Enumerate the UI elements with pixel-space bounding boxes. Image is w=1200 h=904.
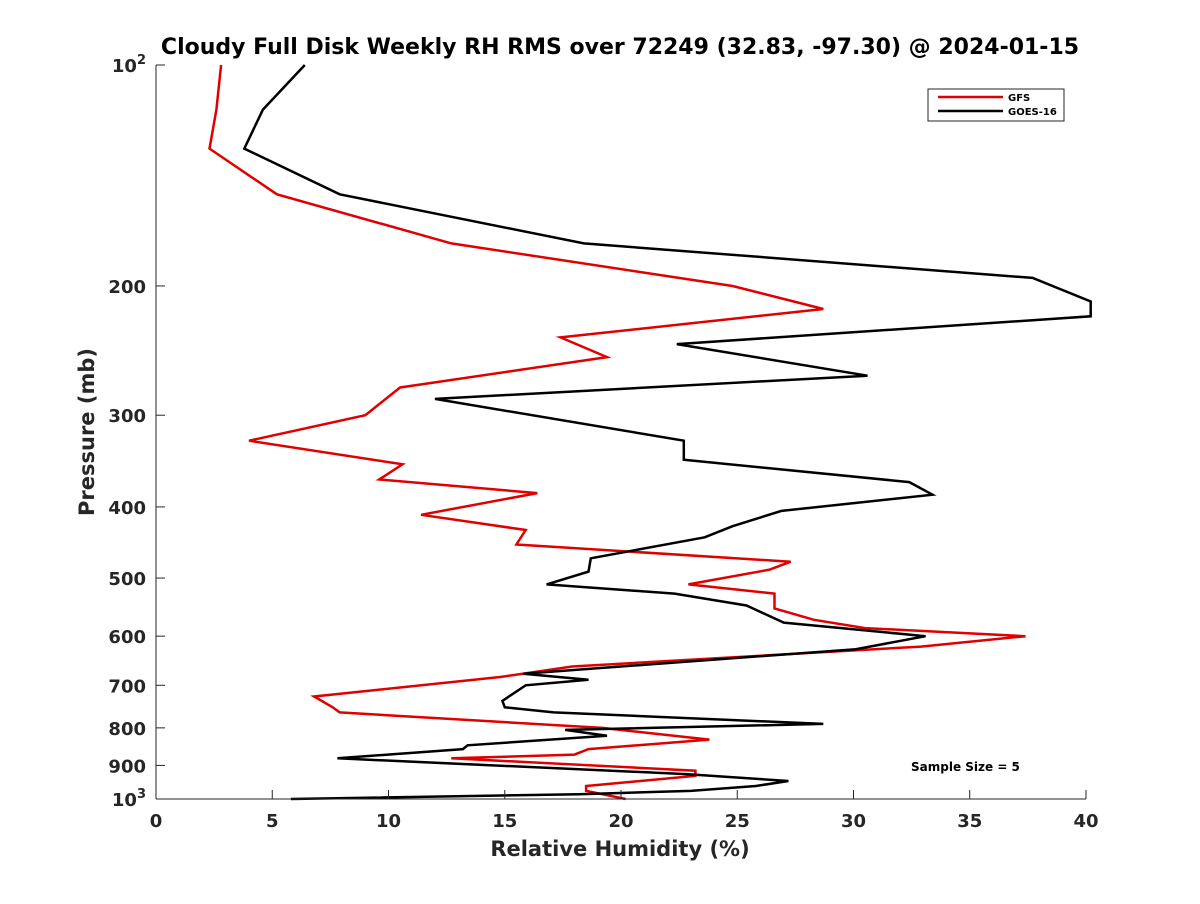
x-tick-label: 0 — [150, 811, 163, 832]
y-axis-label: Pressure (mb) — [75, 348, 99, 516]
y-tick-label: 600 — [108, 627, 146, 648]
x-tick-label: 5 — [266, 811, 279, 832]
y-tick-label: 102 — [112, 53, 146, 77]
series-lines — [208, 64, 1092, 801]
y-tick-label: 103 — [112, 787, 146, 811]
plot-background — [156, 65, 1086, 799]
x-tick-label: 30 — [841, 811, 866, 832]
series-line-goes16 — [242, 64, 1092, 801]
legend-box — [927, 88, 1065, 122]
y-tick-label: 500 — [108, 569, 146, 590]
x-tick-label: 35 — [957, 811, 982, 832]
chart-title: Cloudy Full Disk Weekly RH RMS over 7224… — [161, 35, 1079, 60]
x-tick-label: 25 — [725, 811, 750, 832]
x-tick-label: 20 — [608, 811, 633, 832]
x-tick-label: 40 — [1073, 811, 1098, 832]
x-axis-ticks: 0 5 10 15 20 25 30 35 40 — [150, 790, 1099, 832]
x-tick-label: 15 — [492, 811, 517, 832]
x-axis-label: Relative Humidity (%) — [490, 837, 749, 861]
series-line-gfs — [208, 64, 1026, 801]
y-tick-label: 700 — [108, 676, 146, 697]
x-tick-label: 10 — [376, 811, 401, 832]
y-tick-label: 200 — [108, 277, 146, 298]
y-tick-label: 800 — [108, 719, 146, 740]
legend-label-gfs: GFS — [1008, 93, 1030, 104]
y-tick-label: 300 — [108, 406, 146, 427]
legend: GFS GOES-16 — [927, 88, 1065, 122]
sample-size-annotation: Sample Size = 5 — [911, 760, 1020, 774]
plot-area: 0 5 10 15 20 25 30 35 40 102 200 300 400 500 600 700 80… — [108, 53, 1098, 832]
y-tick-label: 900 — [108, 756, 146, 777]
y-axis-ticks: 102 200 300 400 500 600 700 800 900 103 — [108, 53, 165, 811]
y-tick-label: 400 — [108, 498, 146, 519]
legend-label-goes16: GOES-16 — [1008, 107, 1057, 118]
